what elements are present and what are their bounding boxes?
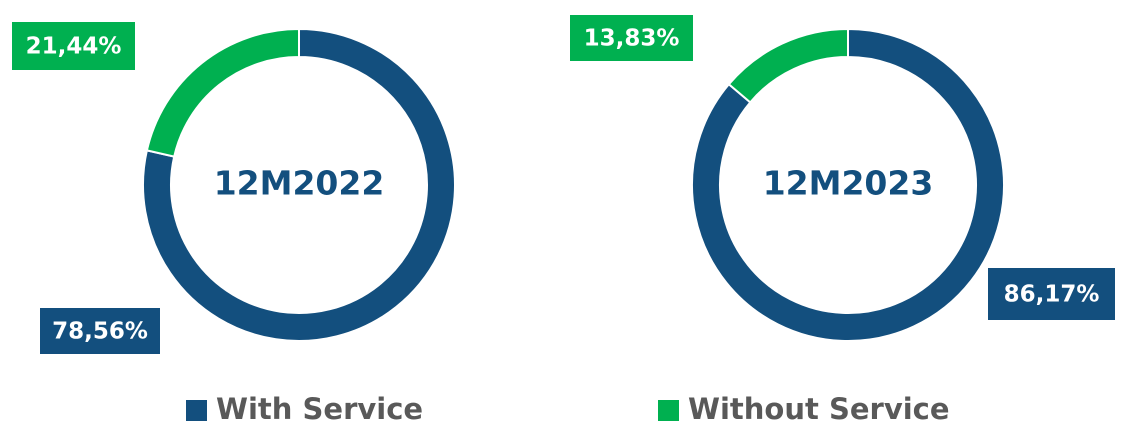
legend-swatch [658, 400, 679, 421]
value-label: 86,17% [1004, 282, 1100, 308]
value-label-box [40, 308, 160, 354]
donut-segment [142, 27, 456, 342]
value-label: 21,44% [26, 34, 122, 60]
legend-label: Without Service [688, 392, 950, 425]
donut-segment [145, 27, 300, 158]
value-label: 13,83% [584, 26, 680, 52]
donut-segment [727, 27, 849, 104]
legend-swatch [186, 400, 207, 421]
value-label: 78,56% [52, 319, 148, 345]
center-title: 12M2023 [763, 164, 934, 203]
value-label-box [570, 15, 693, 61]
center-title: 12M2022 [214, 164, 385, 203]
legend-label: With Service [216, 392, 423, 425]
value-label-box [988, 268, 1115, 320]
value-label-box [12, 22, 135, 70]
donut-segment [691, 27, 1005, 342]
